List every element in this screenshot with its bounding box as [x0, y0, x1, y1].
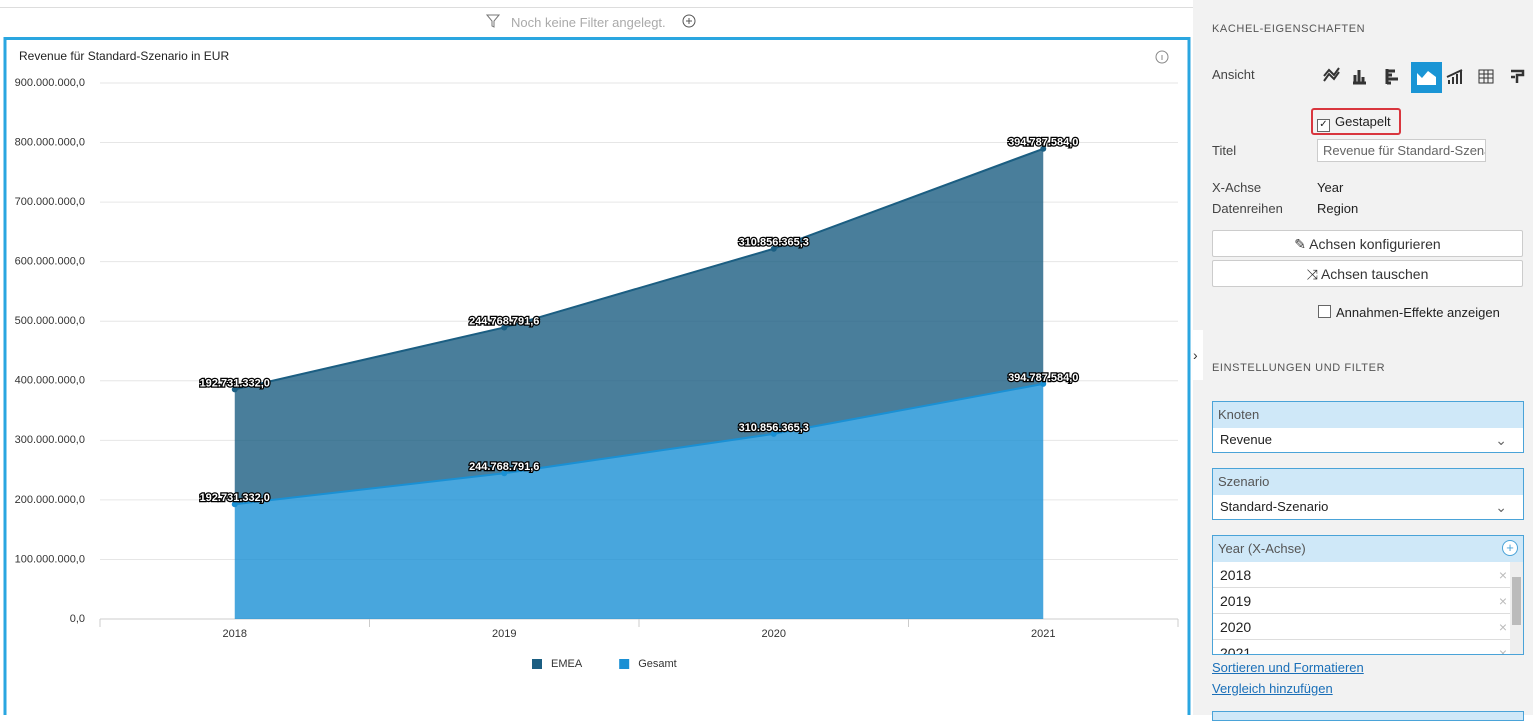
- y-tick-label: 500.000.000,0: [15, 315, 85, 327]
- point: [231, 386, 238, 393]
- title-input[interactable]: Revenue für Standard-Szenario: [1317, 139, 1486, 162]
- value: Region: [1317, 201, 1359, 216]
- filter-label: Szenario: [1218, 474, 1270, 489]
- filter-icon: [486, 14, 500, 28]
- button[interactable]: ⤨ Achsen tauschen: [1212, 260, 1523, 287]
- chart: Revenue für Standard-Szenario in EUR 0,0…: [3, 37, 1191, 715]
- chart-title: Revenue für Standard-Szenario in EUR: [19, 49, 229, 63]
- item-label: 2020: [1220, 619, 1252, 635]
- data-label: 244.768.791,6: [469, 315, 539, 327]
- top-rule: [0, 7, 1193, 8]
- filter-label: Knoten: [1218, 407, 1260, 422]
- y-tick-label: 100.000.000,0: [15, 553, 85, 565]
- y-tick-label: 800.000.000,0: [15, 136, 85, 148]
- list-item[interactable]: 2019 ×: [1213, 588, 1523, 614]
- button-label: Achsen tauschen: [1320, 266, 1429, 282]
- filter-box: Szenario Standard-Szenario ⌄: [1212, 468, 1524, 520]
- filter-bar: Noch keine Filter angelegt.: [0, 0, 1193, 36]
- y-tick-label: 200.000.000,0: [15, 494, 85, 506]
- stacked-highlight: [1311, 108, 1401, 135]
- line: [234, 147, 1044, 391]
- filter-value: Revenue: [1220, 432, 1273, 447]
- data-label: 244.768.791,6: [469, 461, 539, 473]
- button-label: Achsen konfigurieren: [1309, 236, 1441, 252]
- remove[interactable]: ×: [1498, 567, 1507, 583]
- tile-border: [3, 37, 1191, 715]
- point: [501, 324, 508, 331]
- data-label: 394.787.584,0: [1008, 137, 1078, 149]
- view-icons[interactable]: [1318, 61, 1533, 94]
- link[interactable]: Sortieren und Formatieren: [1212, 660, 1364, 675]
- item-label: 2019: [1220, 593, 1252, 609]
- x-tick-label: 2018: [223, 628, 247, 640]
- filter-select[interactable]: Revenue ⌄: [1213, 428, 1523, 452]
- scrollbar[interactable]: [1510, 562, 1523, 654]
- remove[interactable]: ×: [1498, 593, 1507, 609]
- legend-label: EMEA: [551, 658, 583, 670]
- legend-label: Gesamt: [638, 658, 677, 670]
- filter-value: Standard-Szenario: [1220, 499, 1329, 514]
- legend-swatch: [532, 659, 542, 669]
- point: [770, 430, 777, 437]
- properties-panel: › KACHEL-EIGENSCHAFTEN Ansicht ✓ Gestapel…: [1193, 0, 1533, 721]
- filter-box: Knoten Revenue ⌄: [1212, 401, 1524, 453]
- y-tick-label: 0,0: [70, 613, 85, 625]
- point: [1040, 145, 1047, 152]
- checkbox-label: Gestapelt: [1335, 114, 1391, 129]
- x-tick-label: 2021: [1031, 628, 1055, 640]
- point: [231, 501, 238, 508]
- y-tick-label: 600.000.000,0: [15, 256, 85, 268]
- filter-box: [1212, 711, 1524, 721]
- data-label: 310.856.365,3: [739, 422, 809, 434]
- item-label: 2021: [1220, 645, 1252, 655]
- list-item[interactable]: 2021 ×: [1213, 640, 1523, 655]
- x-tick-label: 2019: [492, 628, 516, 640]
- list-item[interactable]: 2020 ×: [1213, 614, 1523, 640]
- add-item[interactable]: +: [1502, 540, 1518, 556]
- data-label: 394.787.584,0: [1008, 372, 1078, 384]
- line: [234, 382, 1044, 506]
- link[interactable]: Vergleich hinzufügen: [1212, 681, 1333, 696]
- y-tick-label: 900.000.000,0: [15, 77, 85, 89]
- filter-text: Noch keine Filter angelegt.: [511, 15, 666, 30]
- y-tick-label: 400.000.000,0: [15, 375, 85, 387]
- legend-swatch: [619, 659, 630, 669]
- data-label: 192.731.332,0: [200, 492, 270, 504]
- point: [770, 245, 777, 252]
- area: [234, 148, 1044, 505]
- label: Ansicht: [1212, 67, 1255, 82]
- stacked-checkbox[interactable]: ✓ Gestapelt: [1317, 114, 1391, 132]
- checkbox[interactable]: ✓: [1317, 119, 1330, 132]
- section-title: KACHEL-EIGENSCHAFTEN: [1212, 23, 1366, 35]
- remove[interactable]: ×: [1498, 645, 1507, 655]
- label: Titel: [1212, 143, 1237, 158]
- remove[interactable]: ×: [1498, 619, 1507, 635]
- data-label: 192.731.332,0: [200, 377, 270, 389]
- filter-label: Year (X-Achse): [1218, 541, 1306, 556]
- item-list: 2018 × 2019 × 2020 × 2021 ×: [1213, 562, 1523, 655]
- y-tick-label: 300.000.000,0: [15, 434, 85, 446]
- label: X-Achse: [1212, 180, 1262, 195]
- label: Datenreihen: [1212, 201, 1283, 216]
- checkbox-label: Annahmen-Effekte anzeigen: [1336, 305, 1500, 320]
- list-item[interactable]: 2018 ×: [1213, 562, 1523, 588]
- point: [1040, 380, 1047, 387]
- add-filter[interactable]: [682, 14, 696, 28]
- point: [501, 470, 508, 477]
- filter-select[interactable]: Standard-Szenario ⌄: [1213, 495, 1523, 519]
- area: [234, 383, 1044, 619]
- data-label: 310.856.365,3: [739, 237, 809, 249]
- x-tick-label: 2020: [762, 628, 786, 640]
- assumptions-checkbox[interactable]: Annahmen-Effekte anzeigen: [1318, 305, 1500, 320]
- checkbox[interactable]: [1318, 305, 1331, 318]
- collapse-handle[interactable]: ›: [1193, 330, 1203, 380]
- info-icon[interactable]: [1155, 50, 1169, 64]
- y-tick-label: 700.000.000,0: [15, 196, 85, 208]
- button[interactable]: ✎ Achsen konfigurieren: [1212, 230, 1523, 257]
- value: Year: [1317, 180, 1344, 195]
- section-title: EINSTELLUNGEN UND FILTER: [1212, 362, 1386, 374]
- year-filter: Year (X-Achse) + 2018 × 2019 × 2020 × 2021 ×: [1212, 535, 1524, 655]
- item-label: 2018: [1220, 567, 1252, 583]
